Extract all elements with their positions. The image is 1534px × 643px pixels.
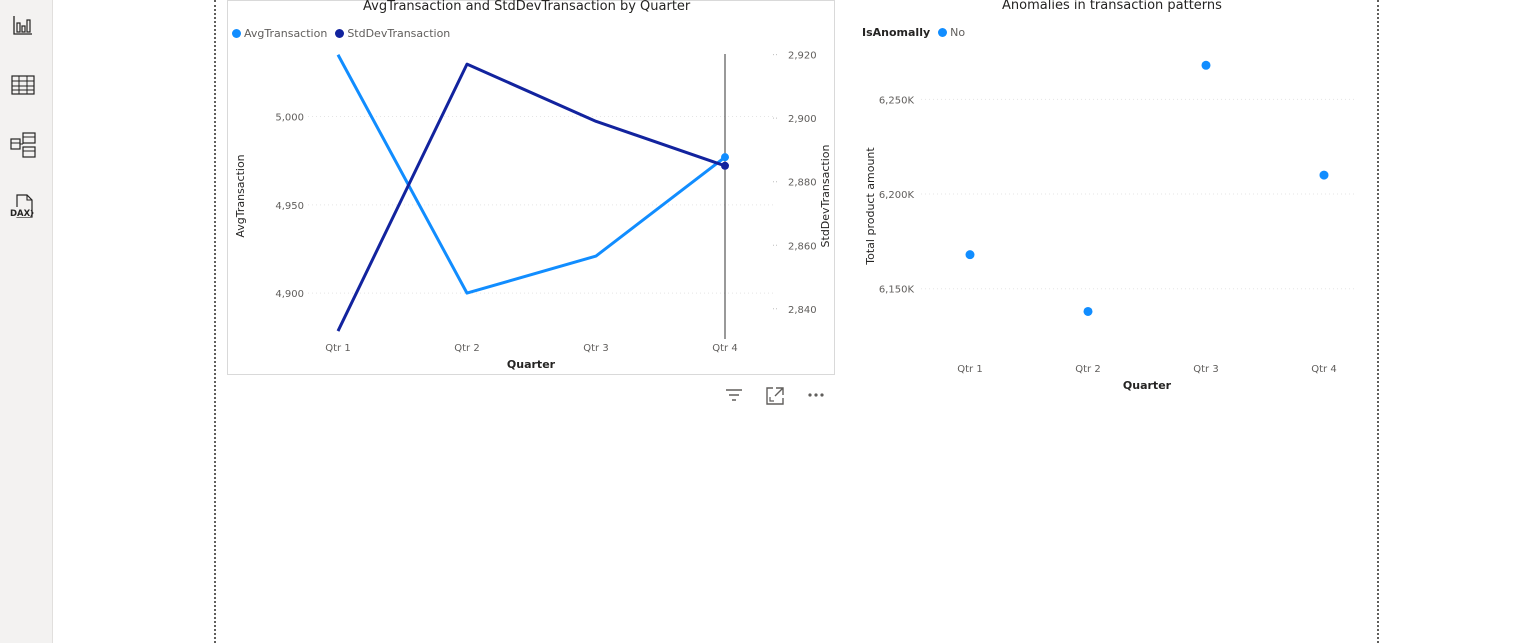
- chart-title: AvgTransaction and StdDevTransaction by …: [363, 0, 691, 14]
- scatter-point: [1083, 306, 1093, 316]
- avg-stddev-line-chart-visual[interactable]: AvgTransaction and StdDevTransaction by …: [227, 0, 835, 375]
- model-view-icon[interactable]: [8, 130, 38, 160]
- y2-axis-title: StdDevTransaction: [819, 144, 832, 247]
- x-axis-title: Quarter: [1123, 379, 1172, 392]
- y-tick-label: 6,200K: [879, 190, 915, 201]
- series-line-stddevtransaction: [336, 62, 726, 332]
- y2-tick-label: 2,840: [788, 305, 817, 316]
- scatter-point: [1319, 170, 1329, 180]
- y2-tick-label: 2,880: [788, 178, 817, 189]
- x-tick-label: Qtr 2: [454, 343, 479, 354]
- hover-point-avgtransaction: [721, 153, 729, 162]
- hover-point-stddevtransaction: [721, 161, 729, 170]
- x-axis-title: Quarter: [507, 358, 556, 371]
- chart-legend: AvgTransaction StdDevTransaction: [232, 27, 454, 40]
- y-tick-label: 4,950: [275, 201, 304, 212]
- legend-label: AvgTransaction: [244, 27, 328, 40]
- anomalies-scatter-visual[interactable]: Anomalies in transaction patterns IsAnom…: [855, 0, 1355, 400]
- legend-marker: [335, 29, 345, 38]
- legend-item-stddevtransaction[interactable]: StdDevTransaction: [335, 27, 450, 40]
- legend-marker: [938, 28, 948, 37]
- filter-icon[interactable]: [722, 383, 746, 407]
- x-tick-label: Qtr 4: [712, 343, 737, 354]
- report-view-icon[interactable]: [8, 10, 38, 40]
- table-view-icon[interactable]: [8, 70, 38, 100]
- legend-item-avgtransaction[interactable]: AvgTransaction: [232, 27, 327, 40]
- y-tick-label: 4,900: [275, 289, 304, 300]
- scatter-point: [965, 250, 975, 260]
- canvas-margin: [53, 0, 215, 643]
- x-tick-label: Qtr 4: [1311, 364, 1336, 375]
- y2-tick-label: 2,860: [788, 241, 817, 252]
- legend-marker: [232, 29, 241, 38]
- series-line-avgtransaction: [336, 54, 726, 295]
- x-tick-label: Qtr 3: [1193, 364, 1218, 375]
- legend-label: No: [950, 26, 966, 39]
- x-tick-label: Qtr 2: [1075, 364, 1100, 375]
- y-tick-label: 6,250K: [879, 95, 915, 106]
- y-axis-title: AvgTransaction: [234, 154, 247, 237]
- more-options-icon[interactable]: [804, 382, 828, 406]
- x-tick-label: Qtr 3: [583, 343, 608, 354]
- y-tick-label: 5,000: [275, 113, 304, 124]
- line-chart-plot[interactable]: 4,900 4,950 5,000 2,840 2,860 2,880 2,900 2,920…: [228, 1, 834, 374]
- x-tick-label: Qtr 1: [957, 364, 982, 375]
- scatter-point: [1201, 60, 1211, 70]
- y2-tick-label: 2,920: [788, 51, 817, 62]
- legend-item-no[interactable]: No: [938, 26, 965, 39]
- legend-label: StdDevTransaction: [347, 27, 451, 40]
- y-axis-title: Total product amount: [864, 147, 877, 266]
- view-rail: DAX: [0, 0, 53, 643]
- legend-title: IsAnomally: [862, 26, 931, 39]
- dax-query-view-icon[interactable]: DAX: [8, 192, 38, 222]
- page-boundary-right: [1377, 0, 1379, 643]
- focus-mode-icon[interactable]: [763, 384, 787, 408]
- chart-legend: IsAnomally No: [862, 26, 969, 39]
- page-boundary-left: [214, 0, 216, 643]
- y2-tick-label: 2,900: [788, 114, 817, 125]
- scatter-chart-plot[interactable]: 6,150K 6,200K 6,250K Qtr 1 Qtr 2 Qtr 3 Qtr 4 Qu…: [855, 0, 1355, 400]
- x-tick-label: Qtr 1: [325, 343, 350, 354]
- dax-label: DAX: [10, 209, 31, 219]
- y-tick-label: 6,150K: [879, 285, 915, 296]
- chart-title: Anomalies in transaction patterns: [1002, 0, 1222, 13]
